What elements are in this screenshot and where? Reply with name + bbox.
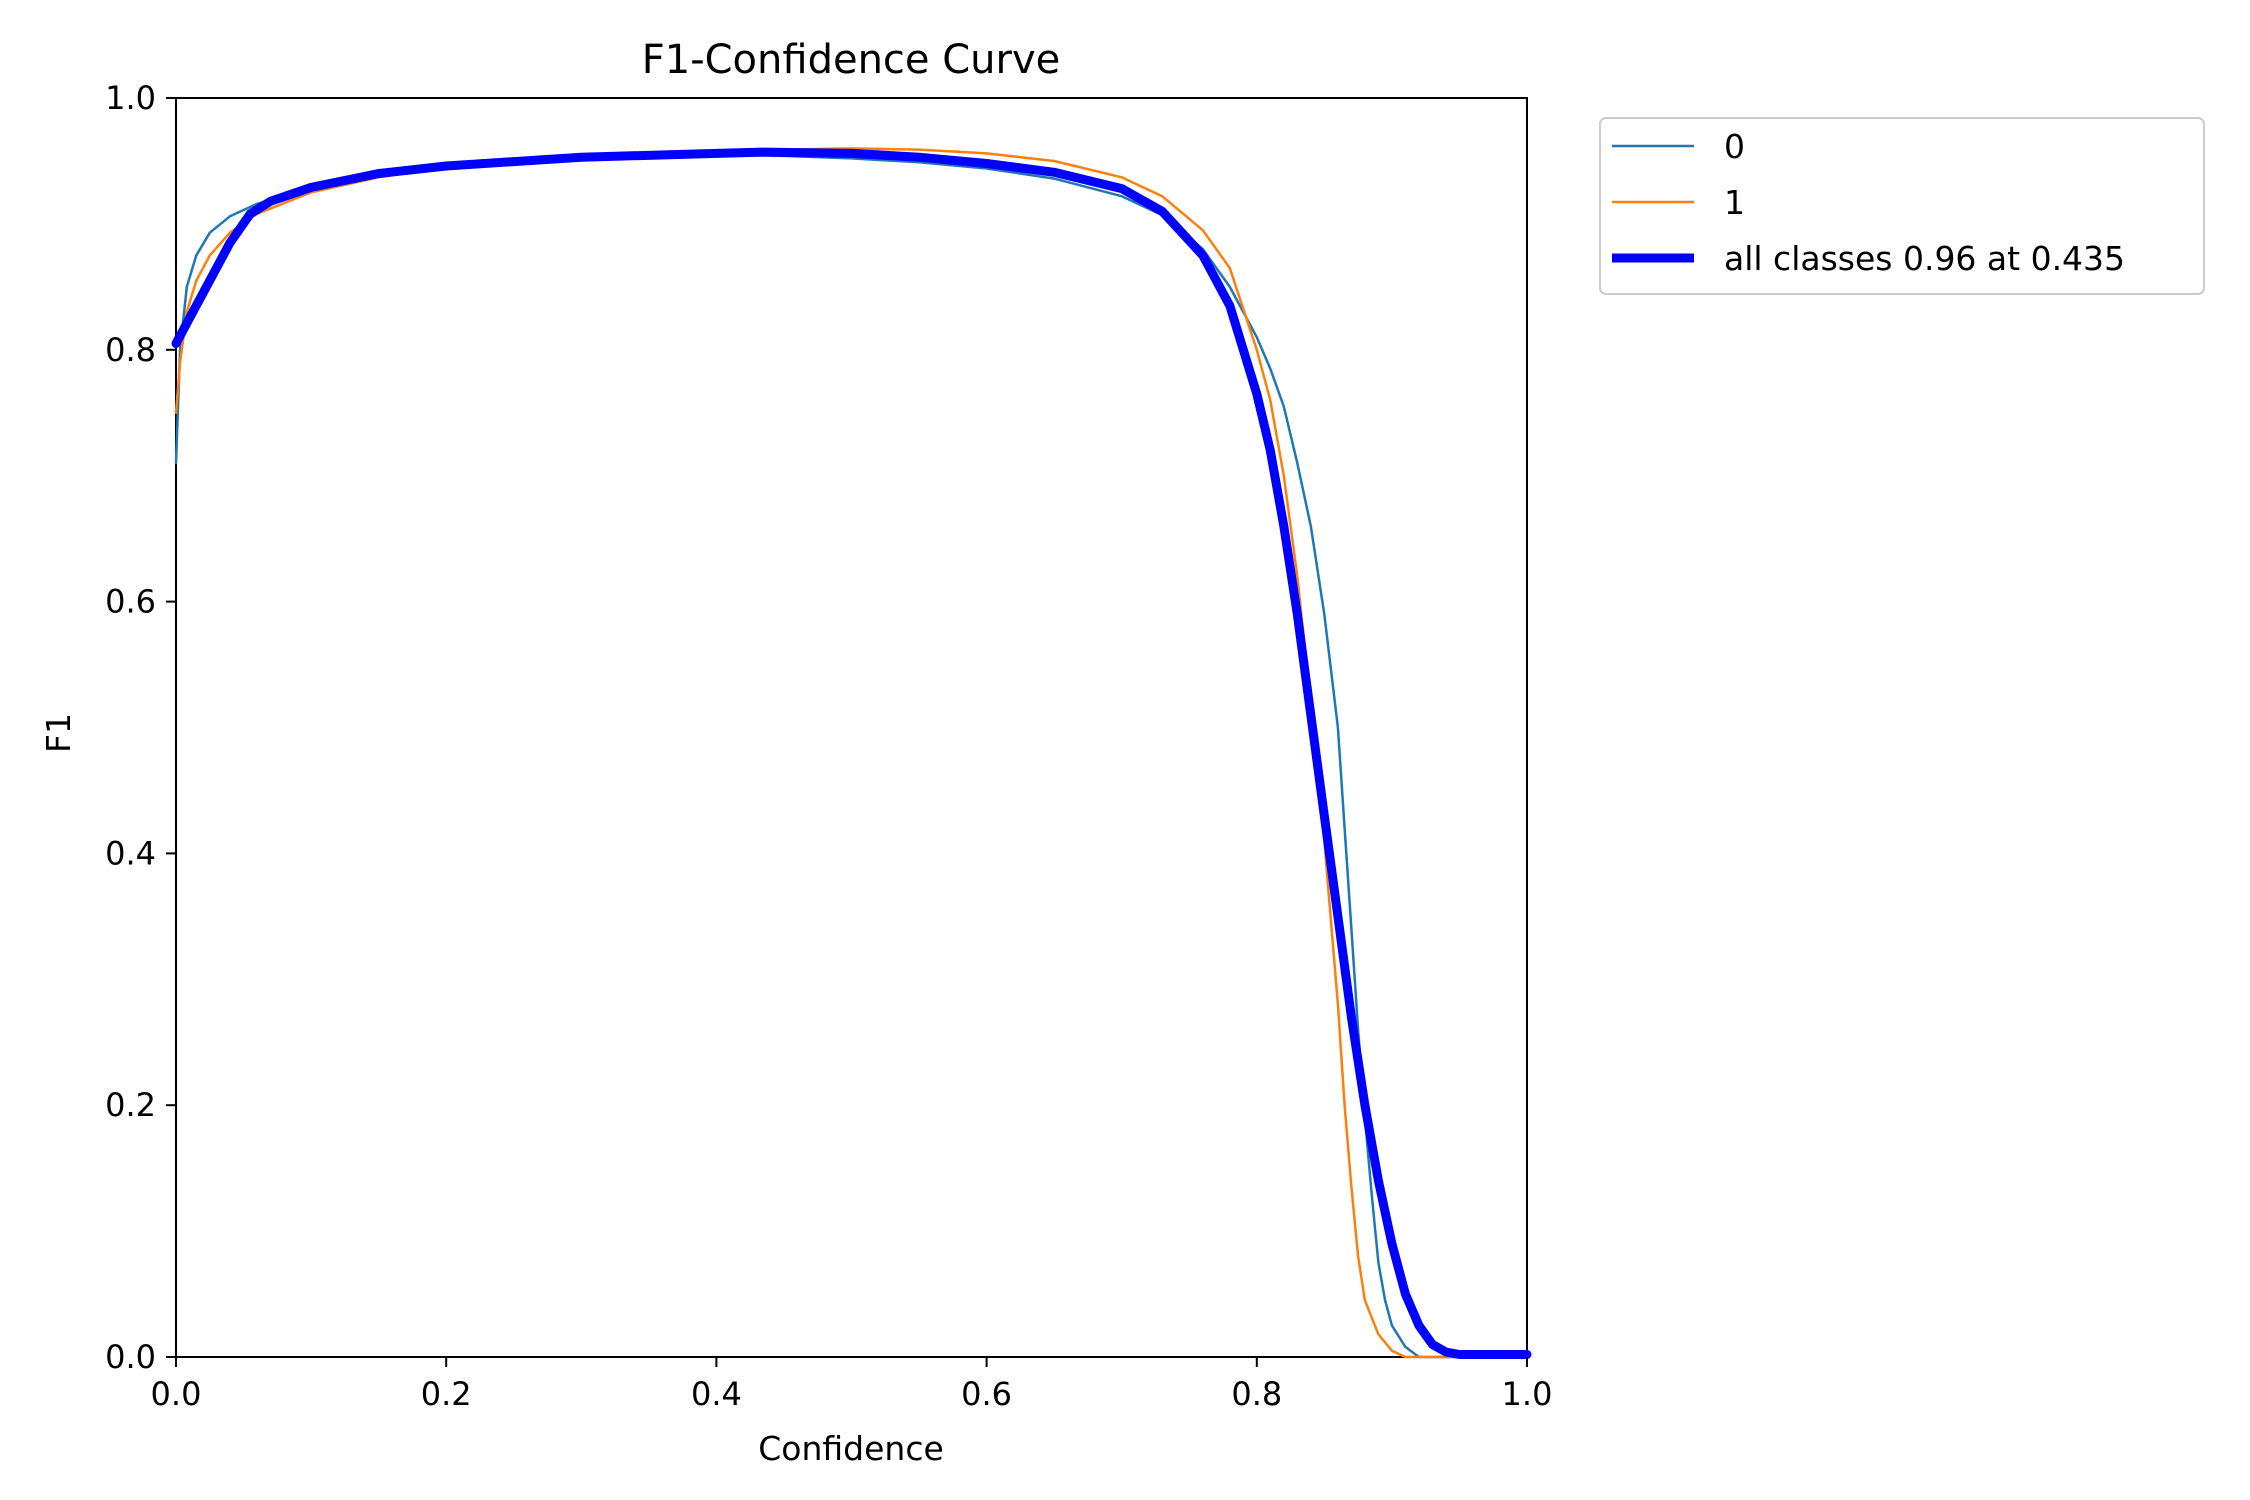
legend-label-0: 0: [1724, 127, 1745, 166]
legend-label-1: 1: [1724, 183, 1745, 222]
y-axis-label: F1: [39, 713, 78, 753]
x-tick-label: 1.0: [1502, 1375, 1553, 1413]
plot-frame: [175, 97, 1528, 1358]
y-tick-label: 0.0: [105, 1338, 156, 1376]
y-tick-label: 0.8: [105, 331, 156, 369]
legend-box: [1599, 117, 2205, 295]
y-axis-ticks: 0.0 0.2 0.4 0.6 0.8 1.0: [105, 79, 176, 1376]
x-axis-label: Confidence: [758, 1429, 944, 1468]
y-tick-label: 1.0: [105, 79, 156, 117]
y-tick-label: 0.4: [105, 834, 156, 872]
y-tick-label: 0.6: [105, 583, 156, 621]
plot-area: [171, 97, 1532, 1359]
x-tick-label: 0.2: [421, 1375, 472, 1413]
series-line-2: [171, 147, 1532, 1359]
legend-label-2: all classes 0.96 at 0.435: [1724, 239, 2125, 278]
x-tick-label: 0.8: [1231, 1375, 1282, 1413]
series-layer: [171, 147, 1532, 1359]
y-tick-label: 0.2: [105, 1086, 156, 1124]
x-tick-label: 0.6: [961, 1375, 1012, 1413]
legend: 0 1 all classes 0.96 at 0.435: [1599, 117, 2205, 295]
x-axis-ticks: 0.0 0.2 0.4 0.6 0.8 1.0: [151, 1357, 1553, 1413]
x-tick-label: 0.0: [151, 1375, 202, 1413]
chart-title: F1-Confidence Curve: [642, 37, 1061, 83]
x-tick-label: 0.4: [691, 1375, 742, 1413]
